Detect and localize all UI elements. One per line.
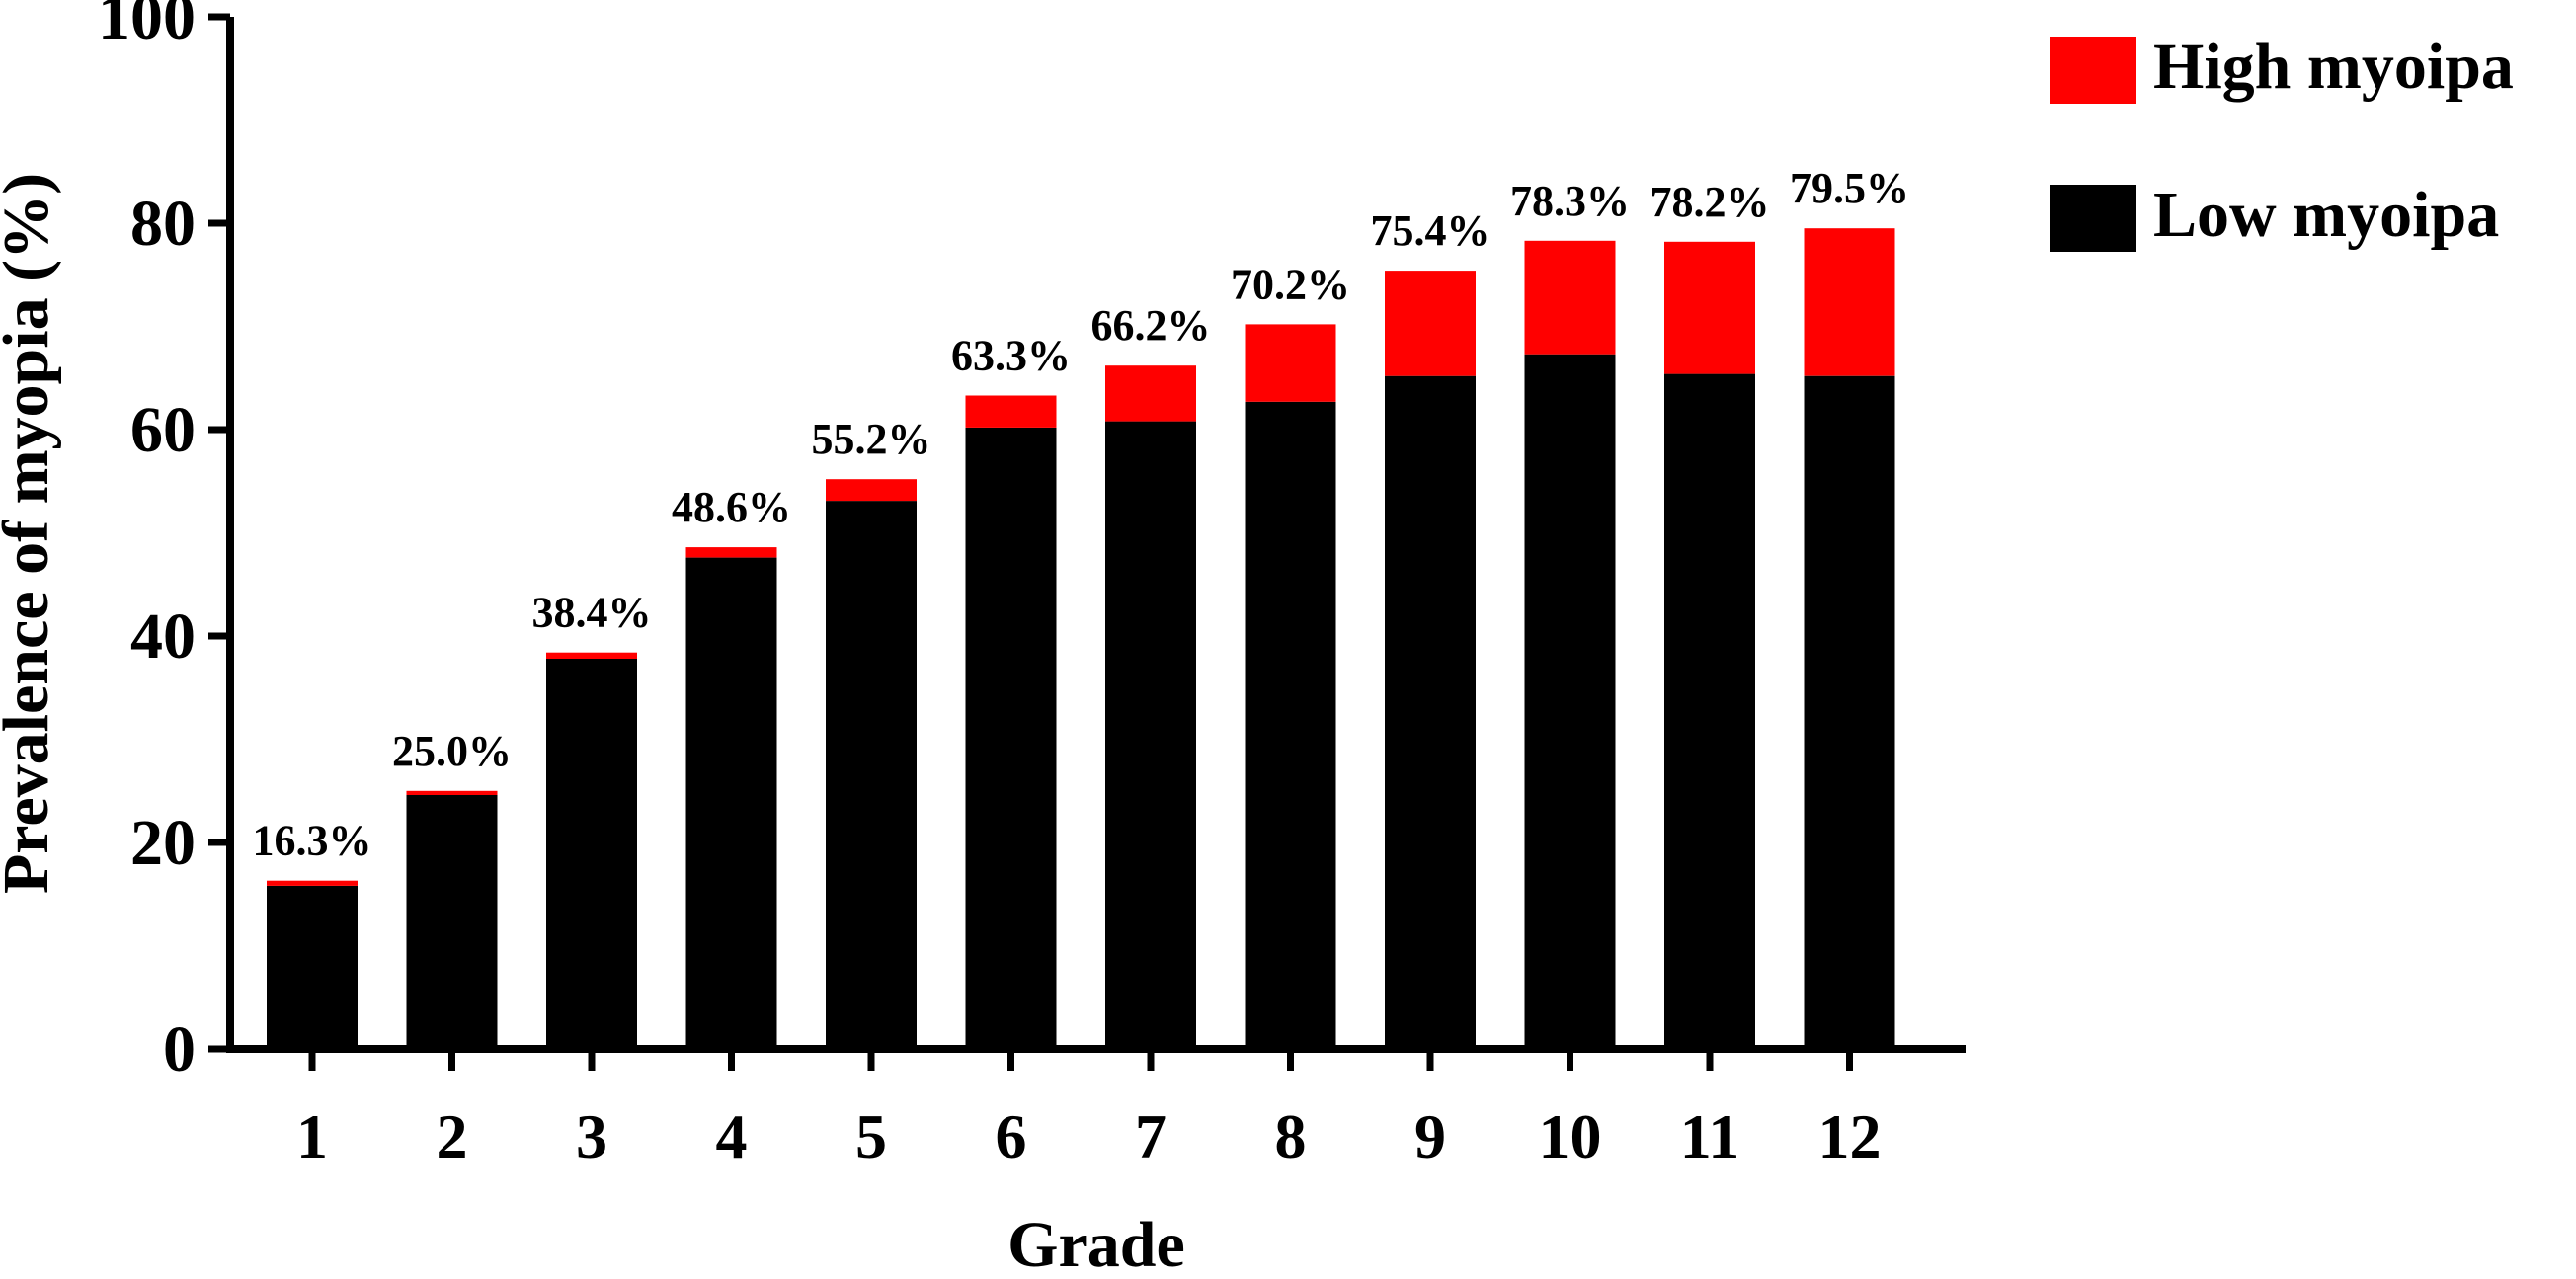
total-label-grade-6: 63.3% xyxy=(951,332,1071,380)
legend-label-high: High myoipa xyxy=(2153,31,2514,103)
bar-segment-high-grade-9 xyxy=(1385,271,1476,376)
legend-swatch-high xyxy=(2050,37,2136,104)
x-tick-label-12: 12 xyxy=(1818,1101,1882,1171)
x-tick-label-6: 6 xyxy=(996,1101,1027,1171)
total-label-grade-4: 48.6% xyxy=(672,483,791,531)
total-label-grade-12: 79.5% xyxy=(1790,164,1909,212)
x-tick-label-8: 8 xyxy=(1275,1101,1307,1171)
y-tick-label-100: 100 xyxy=(98,0,196,53)
y-tick-label-0: 0 xyxy=(163,1013,196,1085)
value-labels-layer: 16.3% 25.0% 38.4% 48.6% 55.2% 63.3% 66.2% 70.2%… xyxy=(253,164,1910,865)
bar-segment-low-grade-8 xyxy=(1245,401,1336,1049)
bar-segment-low-grade-11 xyxy=(1664,373,1755,1050)
bar-segment-low-grade-9 xyxy=(1385,375,1476,1049)
x-tick-label-1: 1 xyxy=(296,1101,328,1171)
bar-segment-low-grade-7 xyxy=(1105,421,1196,1050)
bar-segment-high-grade-11 xyxy=(1664,241,1755,374)
bar-segment-low-grade-2 xyxy=(406,794,498,1049)
x-tick-label-3: 3 xyxy=(576,1101,607,1171)
x-axis-title: Grade xyxy=(1007,1209,1185,1279)
total-label-grade-10: 78.3% xyxy=(1510,177,1630,225)
y-tick-label-80: 80 xyxy=(130,188,196,260)
bar-segment-high-grade-4 xyxy=(685,547,777,558)
bar-segment-high-grade-2 xyxy=(406,790,498,795)
x-tick-label-10: 10 xyxy=(1539,1101,1602,1171)
x-tick-label-4: 4 xyxy=(716,1101,748,1171)
bar-segment-low-grade-3 xyxy=(546,659,637,1049)
total-label-grade-9: 75.4% xyxy=(1371,206,1490,255)
y-tick-label-20: 20 xyxy=(130,807,196,879)
bar-segment-high-grade-7 xyxy=(1105,365,1196,422)
legend-swatch-low xyxy=(2050,185,2136,252)
x-tick-label-9: 9 xyxy=(1414,1101,1446,1171)
total-label-grade-5: 55.2% xyxy=(812,415,931,463)
y-axis-title: Prevalence of myopia (%) xyxy=(0,173,62,894)
total-label-grade-3: 38.4% xyxy=(532,589,652,637)
bar-segment-high-grade-1 xyxy=(267,880,358,886)
bars-layer xyxy=(267,228,1895,1050)
bar-segment-low-grade-4 xyxy=(685,557,777,1049)
bar-segment-high-grade-5 xyxy=(826,479,917,502)
total-label-grade-8: 70.2% xyxy=(1231,260,1350,308)
x-tick-label-5: 5 xyxy=(855,1101,887,1171)
bar-segment-high-grade-6 xyxy=(965,395,1057,428)
bar-segment-high-grade-10 xyxy=(1524,240,1616,355)
bar-segment-high-grade-8 xyxy=(1245,324,1336,402)
x-tick-label-2: 2 xyxy=(437,1101,468,1171)
bar-segment-low-grade-12 xyxy=(1804,375,1895,1049)
total-label-grade-7: 66.2% xyxy=(1091,301,1211,350)
legend-label-low: Low myoipa xyxy=(2153,179,2499,251)
bar-segment-low-grade-10 xyxy=(1524,354,1616,1049)
x-tick-label-7: 7 xyxy=(1135,1101,1167,1171)
legend: High myoipa Low myoipa xyxy=(2050,31,2514,252)
total-label-grade-2: 25.0% xyxy=(392,727,512,775)
total-label-grade-1: 16.3% xyxy=(253,817,372,865)
bar-segment-high-grade-12 xyxy=(1804,228,1895,376)
y-tick-label-40: 40 xyxy=(130,600,196,673)
x-tick-label-11: 11 xyxy=(1680,1101,1739,1171)
y-tick-label-60: 60 xyxy=(130,394,196,466)
bar-segment-low-grade-1 xyxy=(267,885,358,1049)
y-ticks-layer: 0 20 40 60 80 100 xyxy=(98,0,230,1085)
bar-segment-low-grade-6 xyxy=(965,427,1057,1049)
bar-segment-high-grade-3 xyxy=(546,652,637,659)
total-label-grade-11: 78.2% xyxy=(1650,178,1770,226)
x-ticks-layer: 1 2 3 4 5 6 7 8 9 10 11 12 xyxy=(296,1049,1882,1171)
bar-segment-low-grade-5 xyxy=(826,501,917,1050)
